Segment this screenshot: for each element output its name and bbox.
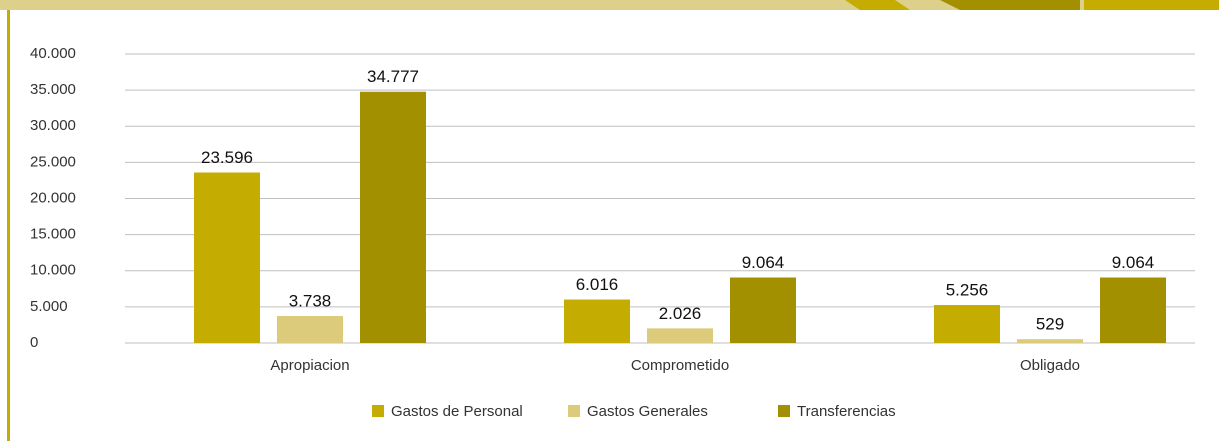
y-tick-label: 25.000 (30, 153, 76, 170)
bar (564, 299, 630, 343)
y-tick-label: 15.000 (30, 226, 76, 243)
y-tick-label: 20.000 (30, 189, 76, 206)
legend-swatch (372, 405, 384, 417)
y-tick-label: 30.000 (30, 117, 76, 134)
bar (360, 91, 426, 343)
legend-label: Transferencias (797, 403, 896, 420)
legend-swatch (568, 405, 580, 417)
legend-label: Gastos de Personal (391, 403, 523, 420)
y-tick-label: 5.000 (30, 298, 68, 315)
value-label: 5.256 (946, 281, 989, 300)
value-label: 34.777 (367, 67, 419, 86)
x-tick-label: Comprometido (631, 357, 729, 374)
top-band-accent (940, 0, 1080, 10)
y-tick-label: 35.000 (30, 81, 76, 98)
bar (1017, 339, 1083, 343)
value-label: 2.026 (659, 304, 702, 323)
value-label: 23.596 (201, 148, 253, 167)
bar (647, 328, 713, 343)
value-label: 529 (1036, 315, 1064, 334)
bar (194, 172, 260, 343)
legend-swatch (778, 405, 790, 417)
top-band-accent (1084, 0, 1219, 10)
y-tick-label: 0 (30, 334, 38, 351)
value-label: 9.064 (1112, 253, 1155, 272)
top-band-accent (845, 0, 910, 10)
x-tick-label: Obligado (1020, 357, 1080, 374)
left-border (7, 10, 10, 441)
bar (730, 277, 796, 343)
y-tick-label: 40.000 (30, 45, 76, 62)
top-band (0, 0, 1219, 10)
legend-label: Gastos Generales (587, 403, 708, 420)
x-tick-label: Apropiacion (270, 357, 349, 374)
value-label: 9.064 (742, 253, 785, 272)
value-label: 6.016 (576, 275, 619, 294)
y-tick-label: 10.000 (30, 262, 76, 279)
bar (1100, 277, 1166, 343)
bar (934, 305, 1000, 343)
value-label: 3.738 (289, 291, 332, 310)
bar (277, 315, 343, 343)
